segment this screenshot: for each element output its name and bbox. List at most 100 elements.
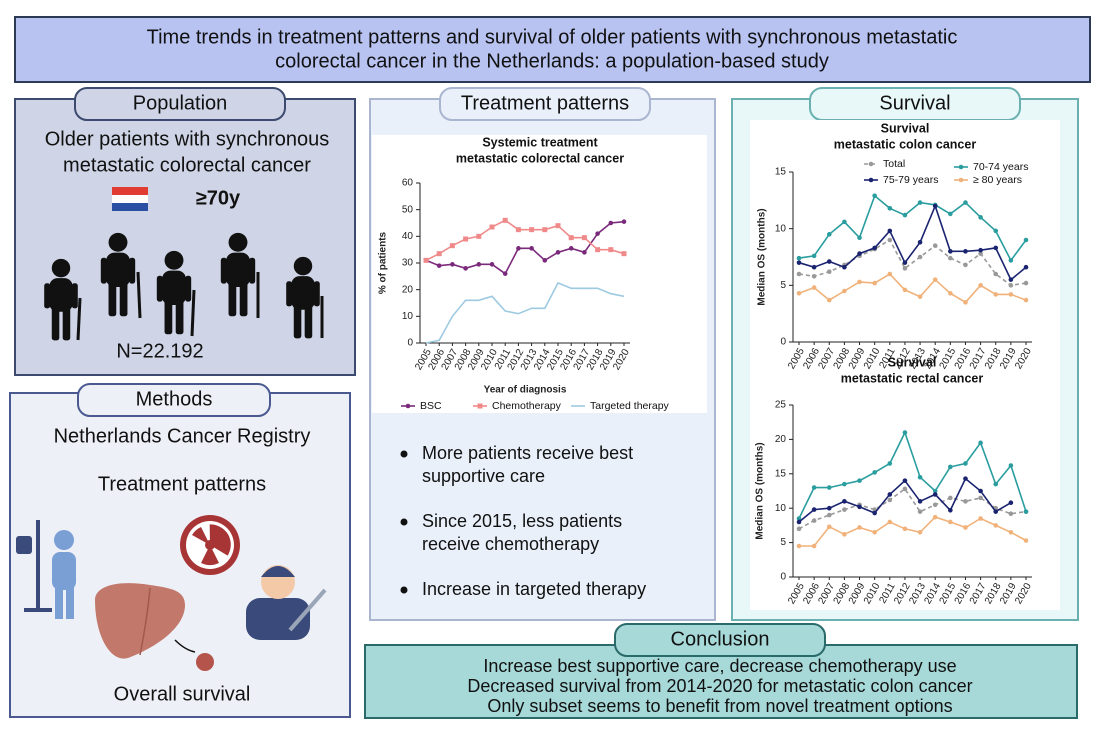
- point: [568, 235, 574, 241]
- point: [948, 249, 953, 254]
- point: [887, 271, 893, 277]
- point: [1023, 280, 1029, 286]
- treatment-tab: [439, 87, 651, 121]
- point: [796, 255, 802, 261]
- point: [842, 264, 847, 270]
- point: [948, 464, 953, 470]
- point: [842, 507, 847, 512]
- point: [621, 219, 627, 224]
- legend-label: Total: [883, 158, 905, 170]
- panel-label: Survival: [879, 92, 950, 114]
- bullet-text: receive chemotherapy: [422, 534, 599, 554]
- point: [796, 543, 802, 549]
- point: [978, 516, 983, 521]
- point: [1023, 538, 1029, 543]
- point: [608, 247, 614, 253]
- point: [476, 233, 482, 239]
- y-tick-label: 10: [402, 311, 414, 322]
- point: [811, 543, 817, 549]
- point: [993, 523, 999, 528]
- point: [542, 258, 548, 263]
- legend-label: BSC: [420, 400, 442, 412]
- point: [1023, 297, 1029, 303]
- point: [902, 430, 908, 435]
- point: [555, 223, 561, 229]
- point: [857, 251, 862, 256]
- conclusion-tab: [614, 623, 826, 657]
- point: [978, 440, 983, 446]
- legend-label: Targeted therapy: [590, 400, 670, 412]
- point: [887, 461, 893, 466]
- methods-item: Overall survival: [114, 683, 251, 705]
- bullet: [400, 586, 408, 594]
- point: [1023, 237, 1029, 243]
- point: [978, 247, 983, 253]
- point: [595, 231, 600, 236]
- point: [872, 510, 877, 516]
- y-axis-label: Median OS (months): [757, 208, 768, 305]
- y-tick-label: 0: [780, 337, 786, 348]
- y-tick-label: 10: [775, 503, 787, 514]
- legend-marker: [958, 177, 964, 183]
- point: [902, 526, 908, 532]
- point: [811, 264, 817, 270]
- point: [917, 474, 923, 480]
- point: [463, 236, 469, 242]
- y-tick-label: 15: [775, 167, 787, 178]
- point: [796, 519, 802, 525]
- legend-marker: [958, 164, 964, 170]
- bullet-text: Increase in targeted therapy: [422, 579, 646, 599]
- point: [932, 203, 938, 209]
- point: [796, 526, 802, 532]
- point: [1008, 277, 1014, 282]
- liver-icon: [95, 583, 214, 671]
- point: [917, 499, 923, 504]
- point: [902, 478, 908, 483]
- point: [582, 250, 587, 255]
- page-title: colorectal cancer in the Netherlands: a …: [275, 50, 829, 72]
- point: [826, 485, 832, 490]
- point: [902, 287, 908, 293]
- point: [449, 243, 455, 249]
- chart-title: Systemic treatment: [482, 135, 598, 149]
- chart-background: [372, 135, 707, 413]
- point: [436, 251, 442, 257]
- point: [529, 227, 535, 233]
- series-line: [798, 194, 1027, 262]
- point: [1023, 264, 1029, 270]
- point: [887, 237, 893, 243]
- people-icons: [44, 232, 324, 341]
- series-line: [425, 281, 625, 344]
- point: [811, 518, 817, 523]
- legend-label: 75-79 years: [883, 174, 938, 186]
- point: [857, 525, 862, 530]
- point: [1008, 292, 1014, 297]
- point: [872, 193, 877, 199]
- point: [796, 290, 802, 296]
- series-line: [798, 272, 1027, 304]
- panel-label: Conclusion: [671, 628, 770, 650]
- point: [811, 273, 817, 279]
- population-count: N=22.192: [116, 340, 203, 362]
- point: [887, 205, 893, 211]
- y-tick-label: 30: [402, 258, 414, 269]
- legend-label: 70-74 years: [973, 161, 1028, 173]
- point: [978, 251, 983, 256]
- point: [887, 492, 893, 497]
- age-label: ≥70y: [196, 187, 241, 209]
- point: [917, 509, 923, 514]
- point: [595, 247, 601, 253]
- surgeon-icon: [246, 565, 327, 640]
- chart-title: metastatic rectal cancer: [841, 371, 984, 385]
- point: [502, 217, 508, 223]
- point: [872, 529, 877, 535]
- point: [450, 262, 455, 267]
- chart-title: Survival: [888, 355, 937, 369]
- point: [963, 525, 968, 530]
- dutch-flag: [112, 187, 148, 211]
- point: [463, 266, 468, 271]
- point: [948, 255, 953, 261]
- point: [978, 488, 983, 494]
- y-tick-label: 60: [402, 178, 414, 189]
- bullet-text: More patients receive best: [422, 443, 633, 463]
